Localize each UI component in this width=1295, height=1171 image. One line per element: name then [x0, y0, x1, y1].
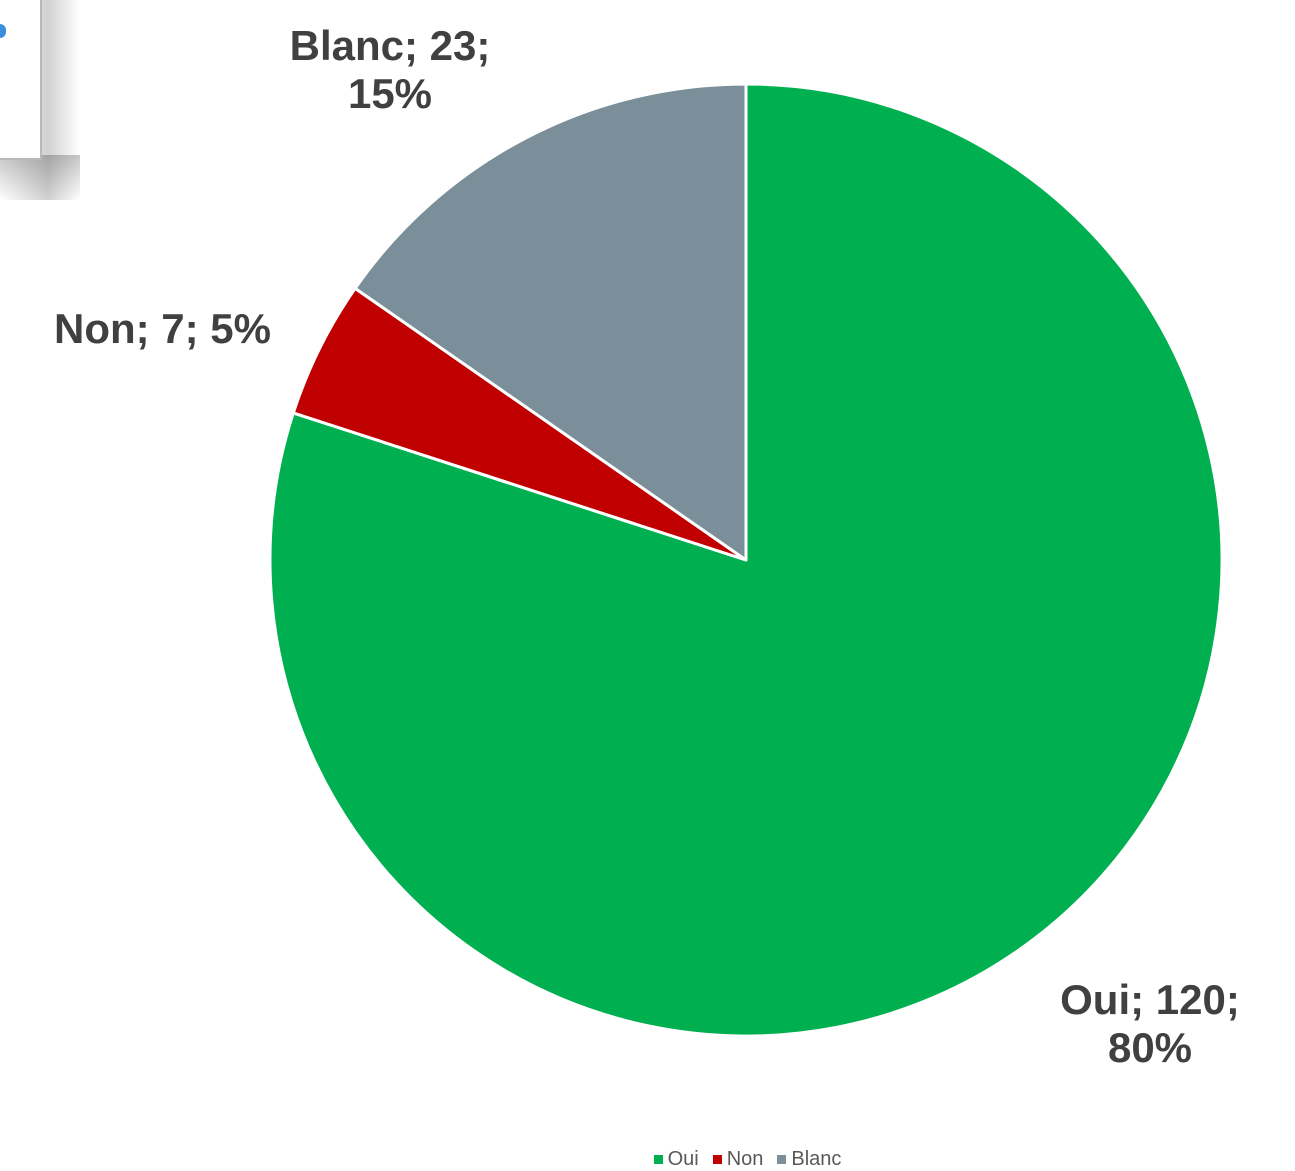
- legend-label-oui: Oui: [668, 1148, 699, 1171]
- data-label-non: Non; 7; 5%: [30, 305, 295, 353]
- legend: Oui Non Blanc: [0, 1148, 1295, 1171]
- legend-swatch-non: [713, 1155, 722, 1164]
- legend-item-oui: Oui: [654, 1148, 699, 1171]
- legend-item-blanc: Blanc: [777, 1148, 841, 1171]
- data-label-blanc: Blanc; 23; 15%: [265, 22, 515, 118]
- legend-swatch-blanc: [777, 1155, 786, 1164]
- legend-label-non: Non: [727, 1148, 764, 1171]
- legend-label-blanc: Blanc: [791, 1148, 841, 1171]
- data-label-oui: Oui; 120; 80%: [1025, 976, 1275, 1072]
- legend-swatch-oui: [654, 1155, 663, 1164]
- legend-item-non: Non: [713, 1148, 764, 1171]
